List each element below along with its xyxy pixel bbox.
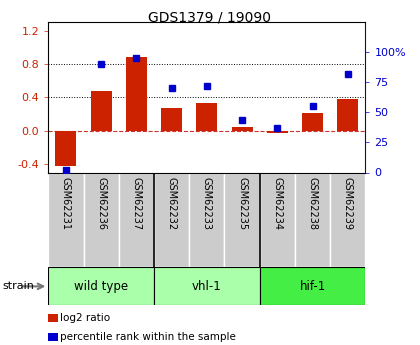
Text: strain: strain — [2, 282, 34, 291]
Text: GSM62233: GSM62233 — [202, 177, 212, 230]
Bar — [267, 131, 288, 133]
Bar — [55, 131, 76, 166]
Bar — [189, 172, 224, 267]
Bar — [161, 108, 182, 131]
Bar — [48, 267, 154, 305]
Bar — [196, 103, 218, 131]
Bar — [126, 57, 147, 131]
Bar — [231, 127, 253, 131]
Bar — [48, 172, 84, 267]
Bar — [224, 172, 260, 267]
Text: hif-1: hif-1 — [299, 280, 326, 293]
Text: GSM62231: GSM62231 — [61, 177, 71, 230]
Text: GSM62232: GSM62232 — [167, 177, 177, 230]
Text: log2 ratio: log2 ratio — [60, 313, 110, 323]
Bar — [295, 172, 330, 267]
Text: GSM62234: GSM62234 — [272, 177, 282, 230]
Bar — [154, 172, 189, 267]
Bar — [119, 172, 154, 267]
Bar — [337, 99, 358, 131]
Bar — [260, 172, 295, 267]
Bar — [91, 91, 112, 131]
Text: GSM62239: GSM62239 — [343, 177, 353, 230]
Bar — [154, 267, 260, 305]
Text: GSM62236: GSM62236 — [96, 177, 106, 230]
Text: GSM62238: GSM62238 — [307, 177, 318, 230]
Text: wild type: wild type — [74, 280, 128, 293]
Bar — [330, 172, 365, 267]
Bar — [260, 267, 365, 305]
Bar — [84, 172, 119, 267]
Text: GSM62237: GSM62237 — [131, 177, 142, 230]
Text: GDS1379 / 19090: GDS1379 / 19090 — [149, 10, 271, 24]
Bar — [302, 113, 323, 131]
Text: percentile rank within the sample: percentile rank within the sample — [60, 332, 236, 342]
Text: vhl-1: vhl-1 — [192, 280, 222, 293]
Text: GSM62235: GSM62235 — [237, 177, 247, 230]
